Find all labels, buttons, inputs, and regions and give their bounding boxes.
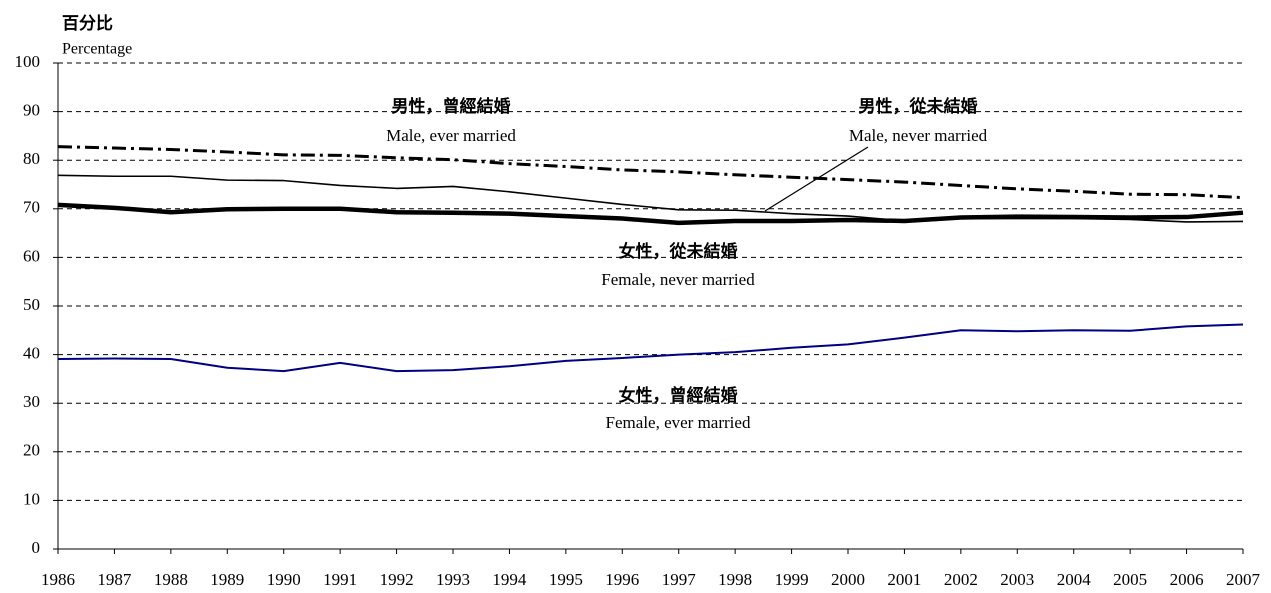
series-line <box>57 145 1244 200</box>
x-tick-label: 1987 <box>97 570 132 589</box>
x-tick-label: 2005 <box>1113 570 1147 589</box>
x-tick-label: 1999 <box>775 570 809 589</box>
y-tick-label: 50 <box>23 295 40 314</box>
y-tick-label: 90 <box>23 101 40 120</box>
y-tick-label: 30 <box>23 392 40 411</box>
y-axis-label-zh: 百分比 <box>62 13 113 34</box>
x-tick-label: 1986 <box>41 570 75 589</box>
y-tick-label: 10 <box>23 489 40 508</box>
series-line <box>57 323 1244 373</box>
x-tick-label: 1990 <box>267 570 301 589</box>
y-tick-label: 70 <box>23 198 40 217</box>
y-tick-label: 40 <box>23 344 40 363</box>
x-tick-label: 1991 <box>323 570 357 589</box>
series-line <box>57 202 1244 226</box>
x-tick-label: 2000 <box>831 570 865 589</box>
x-tick-label: 1995 <box>549 570 583 589</box>
x-tick-label: 1988 <box>154 570 188 589</box>
x-tick-label: 2002 <box>944 570 978 589</box>
y-tick-label: 100 <box>15 52 41 71</box>
series-label-zh: 女性，從未結婚 <box>619 241 738 262</box>
x-tick-label: 1994 <box>492 570 527 589</box>
series-label: Female, never married <box>601 270 755 289</box>
x-tick-label: 2004 <box>1057 570 1092 589</box>
series-label: Male, never married <box>849 126 988 145</box>
x-tick-label: 2006 <box>1170 570 1204 589</box>
series-label-zh: 女性，曾經結婚 <box>619 385 738 406</box>
x-tick-label: 2007 <box>1226 570 1261 589</box>
series-label: Female, ever married <box>606 413 751 432</box>
y-tick-label: 80 <box>23 149 40 168</box>
x-tick-label: 1996 <box>605 570 639 589</box>
x-tick-label: 1989 <box>210 570 244 589</box>
x-tick-label: 1998 <box>718 570 752 589</box>
x-tick-label: 1997 <box>662 570 697 589</box>
y-tick-label: 20 <box>23 441 40 460</box>
y-tick-label: 60 <box>23 246 40 265</box>
x-tick-label: 2001 <box>887 570 921 589</box>
y-tick-label: 0 <box>32 538 41 557</box>
series-label-zh: 男性，從未結婚 <box>859 96 978 117</box>
x-tick-label: 1993 <box>436 570 470 589</box>
y-axis-label: Percentage <box>62 41 132 58</box>
series-label: Male, ever married <box>386 126 516 145</box>
x-tick-label: 1992 <box>380 570 414 589</box>
x-tick-label: 2003 <box>1000 570 1034 589</box>
series-label-zh: 男性，曾經結婚 <box>392 96 511 117</box>
